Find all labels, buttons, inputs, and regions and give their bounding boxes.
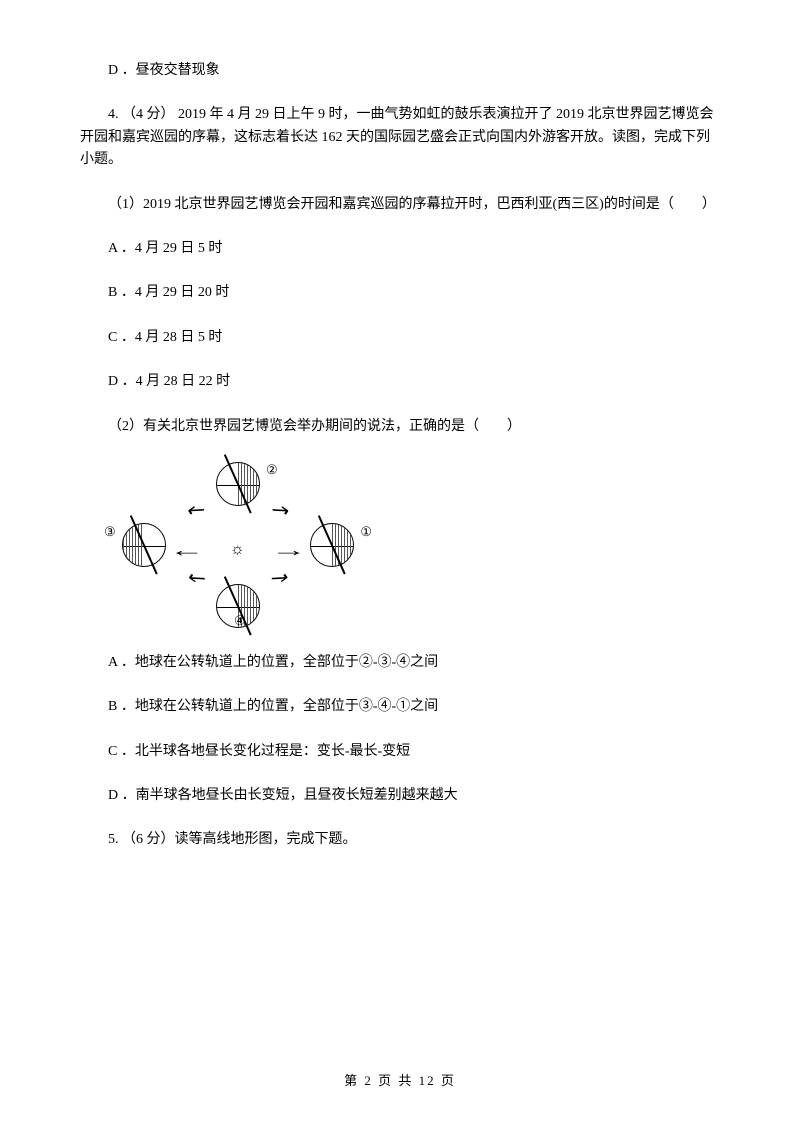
earth-orbit-diagram: ☼ ① ② ③ ④ ← → ↖ ↗ ↙ ↘ (108, 460, 368, 630)
arrow-br-icon: ↘ (263, 562, 295, 595)
q4-2-option-a: A ．地球在公转轨道上的位置，全部位于②-③-④之间 (80, 652, 720, 674)
question-5-stem: 5. （6 分）读等高线地形图，完成下题。 (80, 829, 720, 851)
question-4-1: （1）2019 北京世界园艺博览会开园和嘉宾巡园的序幕拉开时，巴西利亚(西三区)… (80, 194, 720, 216)
q4-2-option-d: D ．南半球各地昼长由长变短，且昼夜长短差别越来越大 (80, 785, 720, 807)
arrow-bl-icon: ↙ (181, 562, 213, 595)
diagram-label-3: ③ (104, 522, 116, 543)
globe-position-2 (214, 460, 262, 508)
q4-1-option-b: B ．4 月 29 日 20 时 (80, 282, 720, 304)
q4-1-option-c: C ．4 月 28 日 5 时 (80, 327, 720, 349)
diagram-label-1: ① (360, 522, 372, 543)
option-d-previous: D ．昼夜交替现象 (80, 60, 720, 82)
arrow-tl-icon: ↖ (181, 494, 213, 527)
page-footer: 第 2 页 共 12 页 (0, 1071, 800, 1092)
question-4-2: （2）有关北京世界园艺博览会举办期间的说法，正确的是（ ） (80, 416, 720, 438)
diagram-label-4: ④ (234, 611, 246, 632)
q4-2-option-b: B ．地球在公转轨道上的位置，全部位于③-④-①之间 (80, 696, 720, 718)
arrow-tr-icon: ↗ (263, 494, 295, 527)
globe-position-3 (120, 521, 168, 569)
sun-icon: ☼ (230, 537, 245, 563)
q4-1-option-d: D ．4 月 28 日 22 时 (80, 371, 720, 393)
q4-2-option-c: C ．北半球各地昼长变化过程是：变长-最长-变短 (80, 741, 720, 763)
globe-position-1 (308, 521, 356, 569)
arrow-left-icon: ← (169, 536, 205, 565)
arrow-right-icon: → (271, 536, 307, 565)
q4-1-option-a: A ．4 月 29 日 5 时 (80, 238, 720, 260)
question-4-stem: 4. （4 分） 2019 年 4 月 29 日上午 9 时，一曲气势如虹的鼓乐… (80, 104, 720, 171)
diagram-label-2: ② (266, 460, 278, 481)
